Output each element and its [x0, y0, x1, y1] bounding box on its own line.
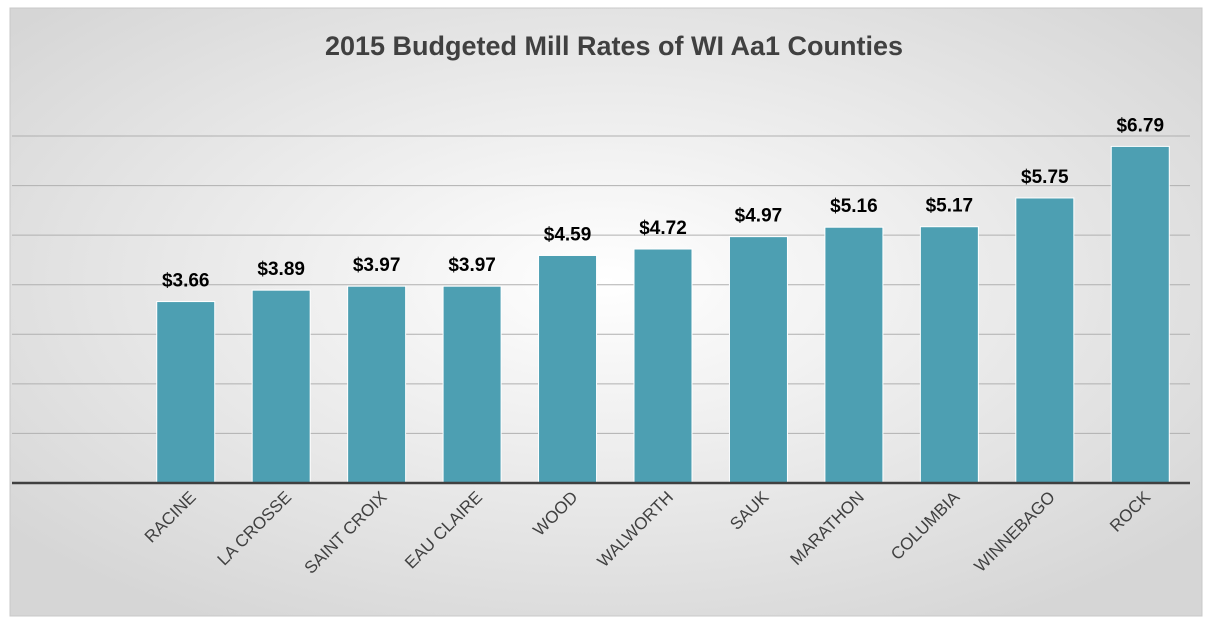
chart-title: 2015 Budgeted Mill Rates of WI Aa1 Count…	[325, 31, 903, 61]
data-label: $4.59	[544, 224, 592, 245]
data-label: $5.16	[830, 196, 878, 217]
bar	[919, 226, 979, 484]
bar	[538, 254, 598, 484]
bar	[824, 226, 884, 484]
data-label: $3.89	[257, 259, 305, 280]
bar	[156, 301, 216, 484]
bar	[442, 285, 502, 484]
bar	[1110, 145, 1170, 484]
data-label: $3.66	[162, 271, 210, 292]
bar	[347, 285, 407, 484]
bar	[728, 236, 788, 484]
data-label: $4.72	[639, 218, 687, 239]
bar	[633, 248, 693, 484]
bar	[1015, 197, 1075, 484]
data-label: $5.17	[926, 196, 974, 217]
data-label: $4.97	[735, 206, 783, 227]
data-label: $3.97	[448, 255, 496, 276]
data-label: $5.75	[1021, 167, 1069, 188]
data-label: $3.97	[353, 255, 401, 276]
bar	[251, 289, 311, 484]
data-label: $6.79	[1116, 115, 1164, 136]
